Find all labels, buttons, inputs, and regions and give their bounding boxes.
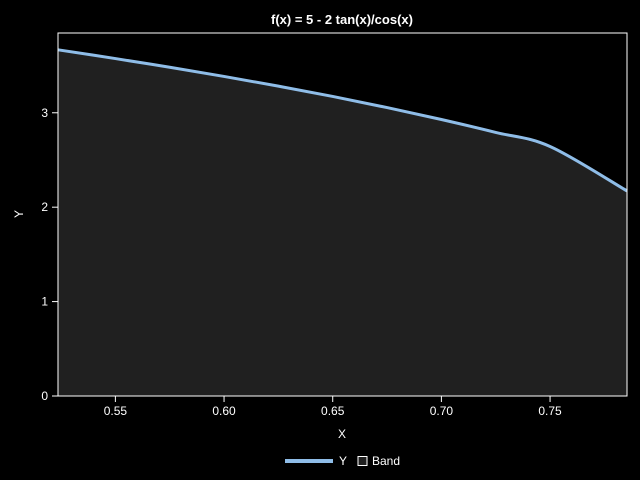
y-axis: 0 1 2 3 (41, 106, 58, 403)
x-axis-label: X (338, 427, 346, 441)
x-tick-label: 0.70 (430, 404, 454, 418)
y-tick-label: 3 (41, 106, 48, 120)
series-line-y (57, 48, 628, 193)
y-axis-label: Y (12, 210, 26, 218)
x-axis: 0.55 0.60 0.65 0.70 0.75 (104, 396, 562, 418)
legend-label-band: Band (372, 454, 400, 468)
legend-swatch-band (357, 456, 368, 466)
legend-label-y: Y (339, 454, 347, 468)
x-tick-label: 0.75 (538, 404, 562, 418)
plot-area (57, 32, 628, 397)
chart-title: f(x) = 5 - 2 tan(x)/cos(x) (271, 12, 413, 27)
x-tick-label: 0.65 (321, 404, 345, 418)
x-tick-label: 0.55 (104, 404, 128, 418)
plot-frame (57, 32, 628, 397)
y-tick-label: 2 (41, 200, 48, 214)
legend: Y Band (285, 454, 400, 468)
y-tick-label: 1 (41, 295, 48, 309)
x-tick-label: 0.60 (212, 404, 236, 418)
y-tick-label: 0 (41, 389, 48, 403)
band-area (58, 49, 627, 397)
